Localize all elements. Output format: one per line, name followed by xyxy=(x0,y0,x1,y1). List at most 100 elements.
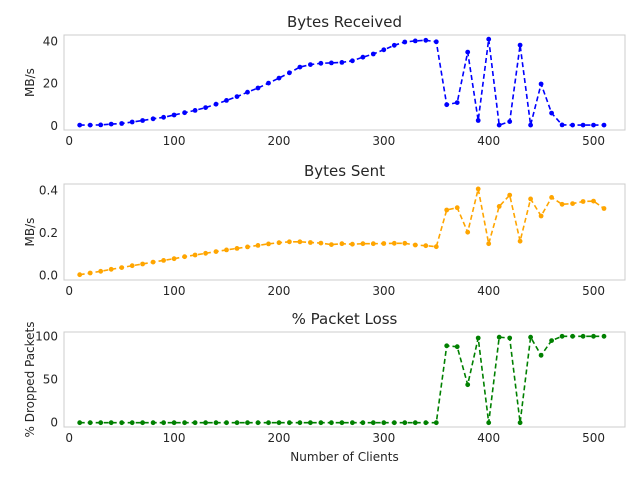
data-point xyxy=(77,420,83,426)
data-point xyxy=(297,420,303,426)
data-point xyxy=(391,42,397,48)
data-point xyxy=(507,335,513,341)
data-point xyxy=(245,244,250,250)
data-point xyxy=(559,122,565,128)
data-point xyxy=(98,122,104,128)
data-point xyxy=(538,81,544,87)
data-point xyxy=(192,108,198,113)
data-point xyxy=(370,420,376,426)
data-point xyxy=(266,241,271,247)
data-point xyxy=(486,420,492,426)
data-point xyxy=(77,272,83,278)
data-point xyxy=(601,333,607,339)
data-point xyxy=(580,122,586,128)
series-line xyxy=(79,39,604,127)
data-point xyxy=(475,118,481,123)
data-point xyxy=(161,114,167,120)
data-point xyxy=(140,118,146,123)
y-tick-label: 0 xyxy=(50,416,58,430)
data-point xyxy=(517,42,523,48)
plot-frame xyxy=(63,34,626,131)
data-point xyxy=(601,206,607,211)
data-point xyxy=(591,333,596,339)
data-point xyxy=(224,247,229,253)
data-point xyxy=(402,39,408,45)
x-tick-label: 300 xyxy=(372,134,395,148)
data-point xyxy=(507,192,513,198)
data-point xyxy=(119,420,125,426)
plot-frame xyxy=(63,183,626,281)
data-point xyxy=(98,268,104,274)
data-point xyxy=(234,420,240,426)
data-point xyxy=(150,420,156,426)
data-point xyxy=(87,122,93,128)
data-point xyxy=(433,244,439,250)
data-point xyxy=(329,60,334,66)
data-point xyxy=(276,75,282,81)
data-point xyxy=(350,241,355,247)
data-point xyxy=(150,116,156,122)
data-point xyxy=(182,254,188,260)
data-point xyxy=(318,240,324,246)
data-point xyxy=(370,51,376,57)
data-point xyxy=(234,246,240,251)
data-point xyxy=(129,263,135,269)
data-point xyxy=(234,94,240,99)
data-point xyxy=(570,122,575,128)
x-tick-label: 100 xyxy=(163,134,186,148)
x-tick-label: 100 xyxy=(163,431,186,445)
data-point xyxy=(496,334,502,340)
data-point xyxy=(444,207,450,213)
data-point xyxy=(213,249,219,255)
data-point xyxy=(224,98,229,103)
data-point xyxy=(308,62,313,67)
data-point xyxy=(108,121,114,127)
data-point xyxy=(591,122,596,128)
data-point xyxy=(496,122,502,128)
y-tick-label: 40 xyxy=(43,34,58,48)
data-point xyxy=(150,259,156,265)
x-tick-label: 500 xyxy=(582,134,605,148)
data-point xyxy=(245,89,250,95)
data-point xyxy=(350,58,355,64)
data-point xyxy=(381,241,387,246)
y-axis-label: % Dropped Packets xyxy=(23,321,37,437)
x-tick-label: 400 xyxy=(477,431,500,445)
x-tick-label: 200 xyxy=(268,284,291,298)
data-point xyxy=(329,420,334,426)
x-tick-label: 300 xyxy=(372,284,395,298)
data-point xyxy=(433,420,439,426)
data-point xyxy=(339,241,345,247)
data-point xyxy=(318,420,324,426)
data-point xyxy=(486,241,492,247)
data-point xyxy=(360,54,366,60)
data-point xyxy=(213,420,219,426)
plot-frame xyxy=(63,331,626,428)
data-point xyxy=(203,105,209,110)
data-point xyxy=(465,382,471,388)
data-point xyxy=(475,335,481,341)
data-point xyxy=(601,122,607,128)
data-point xyxy=(308,420,313,426)
x-tick-label: 0 xyxy=(65,134,73,148)
x-tick-label: 400 xyxy=(477,284,500,298)
data-point xyxy=(192,252,198,258)
chart-title: Bytes Received xyxy=(287,13,402,31)
data-point xyxy=(255,420,261,426)
data-point xyxy=(171,112,177,118)
y-tick-label: 0 xyxy=(50,119,58,133)
series-line xyxy=(79,334,604,424)
data-point xyxy=(528,196,533,202)
data-point xyxy=(454,205,460,211)
y-axis-label: MB/s xyxy=(23,218,37,247)
data-point xyxy=(391,420,397,426)
data-point xyxy=(538,352,544,358)
data-point xyxy=(559,333,565,339)
data-point xyxy=(98,420,104,426)
data-point xyxy=(119,265,125,270)
x-tick-label: 500 xyxy=(582,431,605,445)
data-point xyxy=(161,420,167,426)
data-point xyxy=(266,420,271,426)
data-point xyxy=(108,266,114,272)
